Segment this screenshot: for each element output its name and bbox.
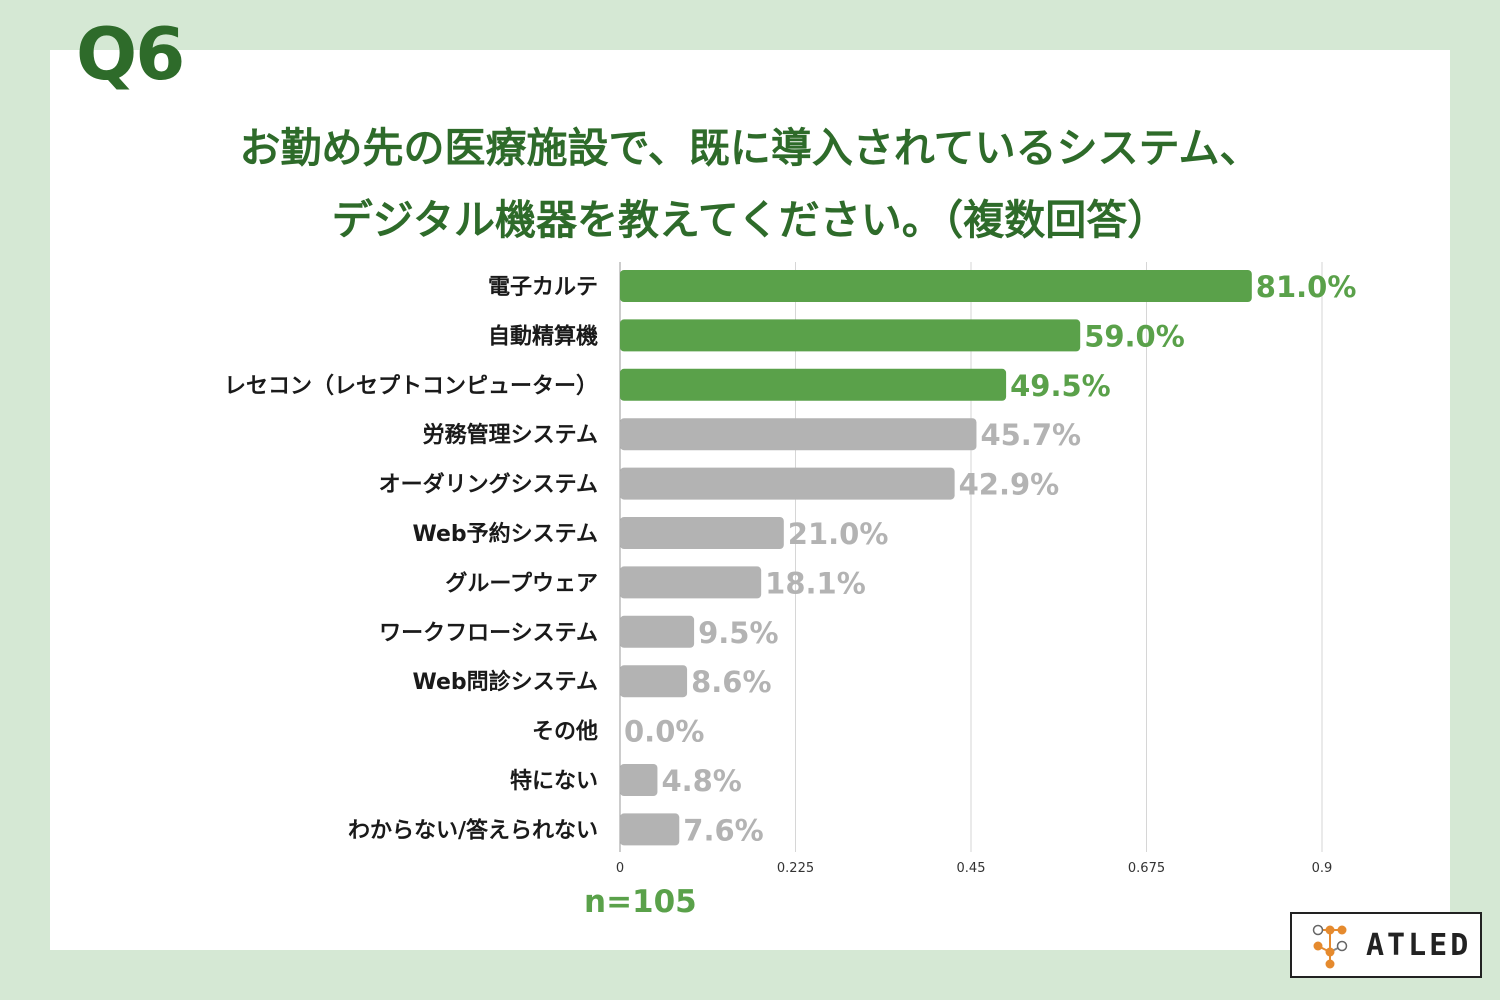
x-tick-label-4: 0.9 — [1312, 861, 1333, 876]
chart-title: お勤め先の医療施設で、既に導入されているシステム、 デジタル機器を教えてください… — [50, 112, 1450, 256]
title-line-2: デジタル機器を教えてください。（複数回答） — [331, 196, 1169, 244]
atled-logo: ATLED — [1290, 912, 1482, 978]
category-label-3: 労務管理システム — [423, 422, 598, 448]
bar-3 — [620, 418, 977, 451]
bar-5 — [620, 517, 784, 549]
logo-text: ATLED — [1366, 928, 1472, 963]
category-label-4: オーダリングシステム — [379, 472, 598, 498]
bar-4 — [620, 467, 955, 500]
value-label-5: 21.0% — [788, 517, 889, 551]
value-label-2: 49.5% — [1010, 369, 1111, 403]
logo-mark-icon — [1312, 924, 1348, 969]
value-label-7: 9.5% — [698, 616, 778, 650]
bar-8 — [620, 665, 688, 698]
value-label-8: 8.6% — [691, 665, 771, 699]
x-tick-label-3: 0.675 — [1128, 861, 1165, 876]
title-line-1: お勤め先の医療施設で、既に導入されているシステム、 — [239, 124, 1261, 172]
chart-panel — [50, 50, 1450, 950]
gridlines — [619, 262, 1323, 852]
x-tick-label-1: 0.225 — [777, 861, 814, 876]
bar-11 — [620, 813, 680, 846]
bar-2 — [620, 368, 1007, 401]
question-number: Q6 — [76, 12, 185, 96]
bar-10 — [620, 764, 658, 796]
value-label-1: 59.0% — [1084, 319, 1185, 353]
bar-1 — [620, 319, 1081, 352]
category-label-1: 自動精算機 — [488, 323, 598, 349]
value-label-4: 42.9% — [959, 468, 1060, 502]
value-label-11: 7.6% — [683, 813, 763, 847]
x-tick-label-0: 0 — [616, 861, 624, 876]
value-label-9: 0.0% — [624, 715, 704, 749]
value-labels: 81.0% 59.0% 49.5% 45.7% 42.9% 21.0% 18.1% 9.5% 8… — [624, 270, 1356, 847]
bar-0 — [620, 270, 1252, 302]
bar-6 — [620, 566, 762, 599]
value-label-0: 81.0% — [1256, 270, 1357, 304]
sample-size: n=105 — [584, 884, 697, 920]
category-label-2: レセコン（レセプトコンピューター） — [224, 374, 598, 399]
x-tick-label-2: 0.45 — [957, 861, 986, 876]
category-label-11: わからない/答えられない — [348, 817, 598, 843]
category-label-6: グループウェア — [445, 570, 598, 596]
x-axis-ticks: 0 0.225 0.45 0.675 0.9 — [616, 861, 1332, 876]
category-label-10: 特にない — [510, 768, 598, 794]
value-label-6: 18.1% — [765, 566, 866, 600]
category-label-7: ワークフローシステム — [379, 621, 598, 646]
category-label-9: その他 — [532, 720, 598, 745]
value-label-10: 4.8% — [661, 764, 741, 798]
bar-7 — [620, 615, 695, 648]
category-label-0: 電子カルテ — [488, 275, 598, 300]
bars — [620, 270, 1252, 846]
category-label-5: Web予約システム — [413, 521, 599, 547]
category-label-8: Web問診システム — [413, 669, 599, 695]
value-label-3: 45.7% — [980, 418, 1081, 452]
